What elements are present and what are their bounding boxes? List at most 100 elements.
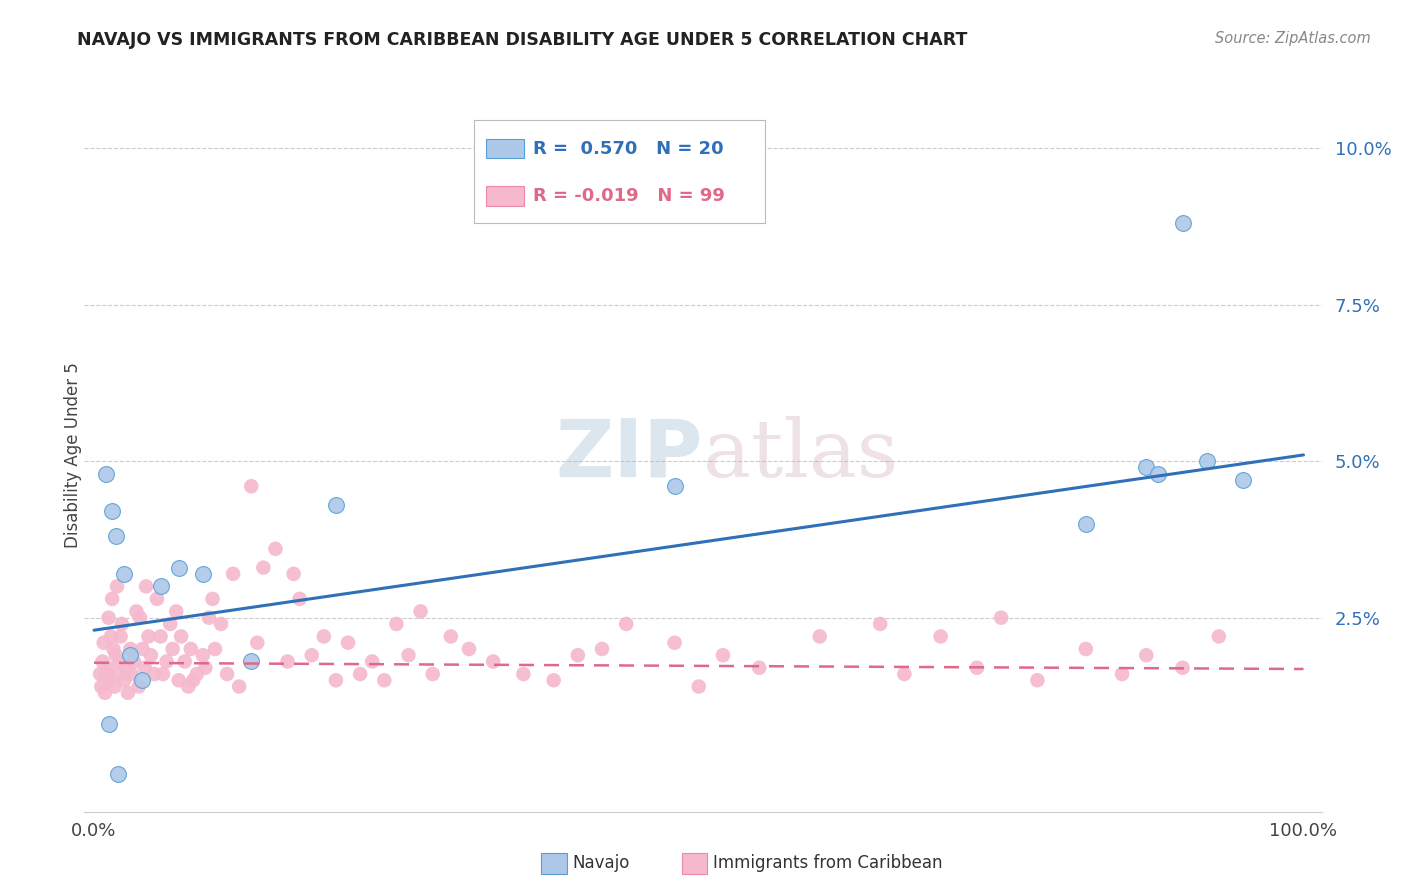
Point — [173, 655, 195, 669]
Point — [204, 642, 226, 657]
Point — [1026, 673, 1049, 688]
Point — [614, 616, 637, 631]
Point — [277, 655, 299, 669]
Point — [149, 630, 172, 644]
Point — [186, 667, 208, 681]
Point — [373, 673, 395, 688]
Point — [567, 648, 589, 663]
Point — [107, 767, 129, 781]
Text: Immigrants from Caribbean: Immigrants from Caribbean — [713, 855, 942, 872]
Point — [120, 648, 142, 663]
FancyBboxPatch shape — [474, 120, 765, 223]
Point — [1135, 460, 1157, 475]
Point — [134, 661, 156, 675]
Point — [543, 673, 565, 688]
Point — [100, 630, 122, 644]
Point — [97, 610, 120, 624]
Point — [94, 667, 117, 681]
Point — [240, 655, 263, 669]
Point — [201, 591, 224, 606]
Point — [869, 616, 891, 631]
Point — [349, 667, 371, 681]
Point — [591, 642, 613, 657]
Point — [1135, 648, 1157, 663]
Point — [252, 560, 274, 574]
Point — [191, 648, 214, 663]
Point — [98, 673, 121, 688]
Point — [90, 680, 112, 694]
Point — [165, 604, 187, 618]
Point — [711, 648, 734, 663]
Point — [748, 661, 770, 675]
Point — [170, 630, 193, 644]
Point — [155, 655, 177, 669]
Bar — [486, 138, 523, 159]
Point — [89, 667, 111, 681]
Point — [1171, 661, 1194, 675]
Text: R =  0.570   N = 20: R = 0.570 N = 20 — [533, 139, 724, 158]
Point — [149, 579, 172, 593]
Point — [159, 616, 181, 631]
Point — [131, 673, 153, 688]
Point — [385, 616, 408, 631]
Point — [301, 648, 323, 663]
Point — [209, 616, 232, 631]
Point — [228, 680, 250, 694]
Point — [191, 566, 214, 581]
Point — [115, 661, 138, 675]
Point — [217, 667, 239, 681]
Point — [1232, 473, 1254, 487]
Point — [139, 648, 162, 663]
Text: R = -0.019   N = 99: R = -0.019 N = 99 — [533, 187, 725, 205]
Point — [129, 610, 152, 624]
Point — [194, 661, 217, 675]
Point — [112, 673, 135, 688]
Point — [162, 642, 184, 657]
Point — [398, 648, 420, 663]
Point — [96, 661, 118, 675]
Point — [664, 636, 686, 650]
Point — [283, 566, 305, 581]
Point — [990, 610, 1012, 624]
Point — [138, 630, 160, 644]
Point — [105, 579, 128, 593]
Point — [440, 630, 463, 644]
Point — [1147, 467, 1170, 481]
Point — [512, 667, 534, 681]
Point — [1074, 642, 1097, 657]
Point — [325, 673, 347, 688]
Point — [325, 498, 347, 512]
Point — [152, 667, 174, 681]
Point — [108, 655, 131, 669]
Point — [1208, 630, 1230, 644]
Text: ZIP: ZIP — [555, 416, 703, 494]
Point — [893, 667, 915, 681]
Y-axis label: Disability Age Under 5: Disability Age Under 5 — [65, 362, 82, 548]
Point — [111, 616, 134, 631]
Point — [94, 686, 117, 700]
Point — [94, 467, 117, 481]
Text: Navajo: Navajo — [572, 855, 630, 872]
Point — [264, 541, 287, 556]
Point — [288, 591, 311, 606]
Point — [110, 630, 132, 644]
Point — [1074, 516, 1097, 531]
Point — [1195, 454, 1218, 468]
Point — [103, 642, 125, 657]
Point — [361, 655, 384, 669]
Point — [1111, 667, 1133, 681]
Point — [104, 680, 127, 694]
Point — [482, 655, 505, 669]
Point — [101, 591, 124, 606]
Point — [167, 560, 190, 574]
Point — [337, 636, 360, 650]
Point — [240, 479, 263, 493]
Point — [177, 680, 200, 694]
Point — [104, 648, 127, 663]
Text: atlas: atlas — [703, 416, 898, 494]
Point — [112, 566, 135, 581]
Point — [91, 655, 114, 669]
Point — [121, 667, 143, 681]
Point — [101, 504, 124, 518]
Point — [688, 680, 710, 694]
